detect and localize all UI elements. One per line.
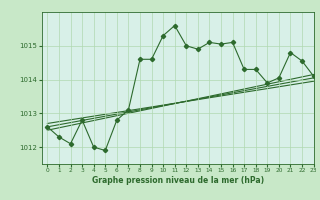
- X-axis label: Graphe pression niveau de la mer (hPa): Graphe pression niveau de la mer (hPa): [92, 176, 264, 185]
